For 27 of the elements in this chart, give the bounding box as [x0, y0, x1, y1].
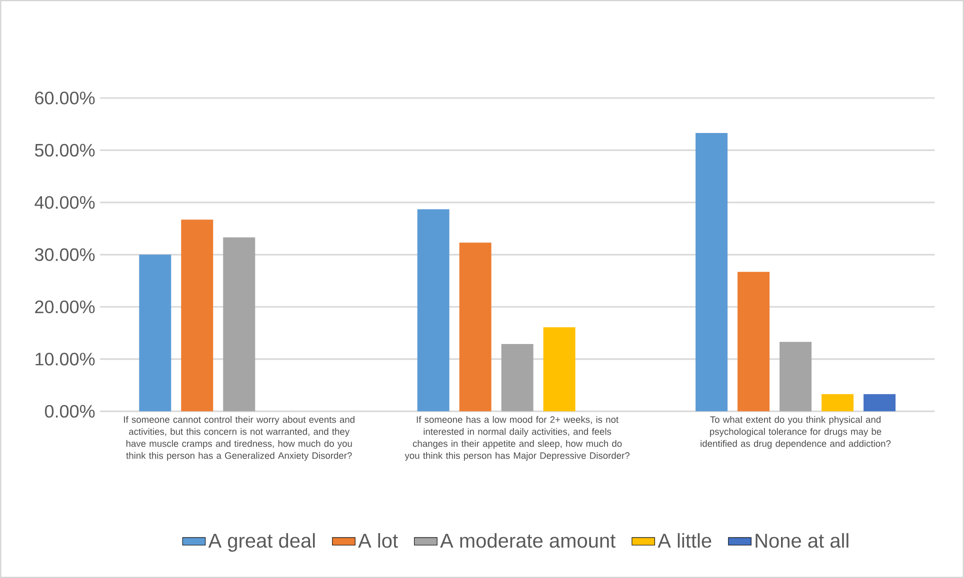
y-tick-label: 50.00%	[34, 144, 95, 157]
x-tick-label: If someone has a low mood for 2+ weeks, is not interested in normal daily activities, and feels changes in their appetite and sleep, how much do you think this person has Major Depressive Disorder?	[404, 416, 630, 461]
y-tick-label: 10.00%	[36, 352, 95, 366]
bar	[864, 394, 896, 412]
y-tick-label: 20.00%	[35, 300, 95, 314]
y-tick-label: 40.00%	[34, 196, 95, 209]
bar	[181, 220, 214, 412]
bar	[822, 394, 854, 412]
x-tick-label: To what extent do you think physical and psychological tolerance for drugs may be identified as drug dependence and addiction?	[700, 416, 891, 449]
bar	[459, 242, 492, 412]
bar	[417, 209, 450, 412]
legend-label: None at all	[756, 533, 848, 548]
y-tick-label: 0.00%	[44, 404, 95, 418]
legend-label: A great deal	[208, 533, 315, 552]
legend-label: A moderate amount	[440, 533, 616, 548]
bar	[696, 132, 728, 412]
bar	[223, 237, 256, 412]
bar	[501, 344, 534, 412]
x-tick-label: If someone cannot control their worry about events and activities, but this concern is not warranted, and they have muscle cramps and tiredness, how much do you think this person has a Generalized Anxiety Disorder?	[124, 416, 354, 461]
legend-label: A little	[658, 533, 712, 548]
bar	[543, 327, 576, 412]
legend-label: A lot	[358, 533, 398, 548]
bar	[139, 254, 172, 412]
y-tick-label: 30.00%	[34, 248, 95, 262]
bar	[738, 272, 770, 412]
y-tick-label: 60.00%	[35, 92, 95, 104]
bar	[780, 342, 812, 412]
